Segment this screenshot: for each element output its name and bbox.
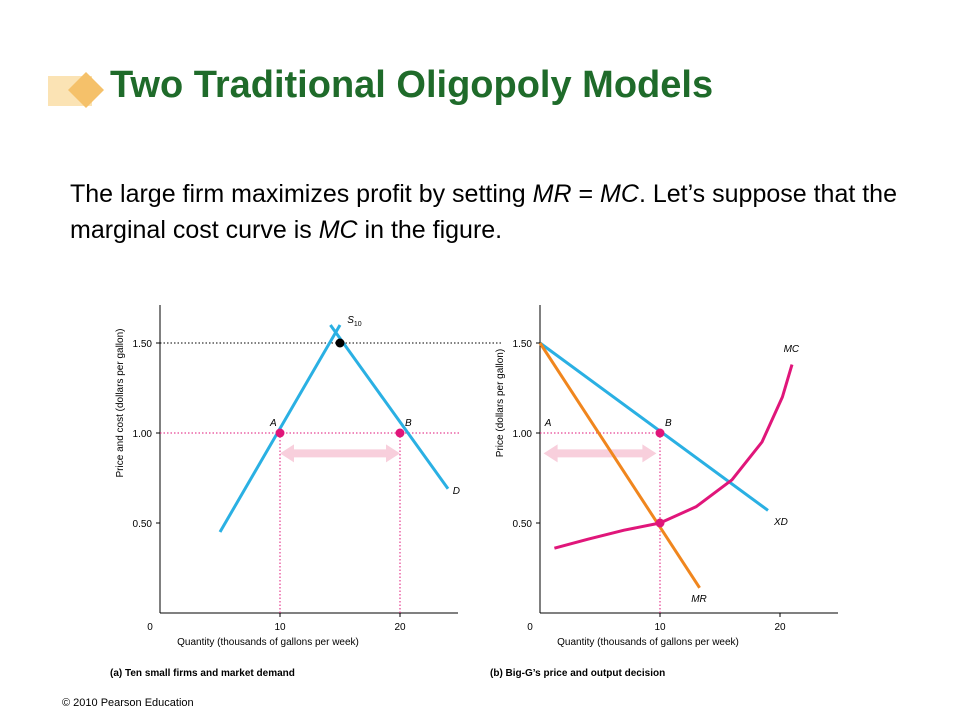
chart-0-series-d (329, 324, 450, 490)
chart-0-point (335, 338, 345, 348)
body-text-italic: MC (318, 216, 358, 244)
slide-title: Two Traditional Oligopoly Models (110, 64, 714, 106)
body-text-italic: MC (600, 180, 639, 208)
chart-0-caption: (a) Ten small firms and market demand (110, 668, 295, 679)
chart-1-point-label: B (665, 418, 672, 429)
chart-1-series-xd (539, 341, 769, 512)
chart-0-y-tick-label: 1.50 (133, 339, 153, 350)
chart-0-x-tick-label: 0 (147, 622, 153, 633)
chart-0-point-label: A (269, 418, 277, 429)
chart-0-double-arrow (280, 444, 400, 463)
body-text: The large firm maximizes profit by setti… (70, 176, 910, 248)
chart-0-x-tick-label: 10 (274, 622, 286, 633)
chart-0-point-a (275, 428, 285, 438)
chart-0-x-axis-title: Quantity (thousands of gallons per week) (177, 637, 359, 648)
chart-1-curve-label-text: MC (784, 344, 800, 355)
copyright-text: © 2010 Pearson Education (62, 697, 194, 709)
chart-1-y-tick-label: 1.00 (513, 429, 533, 440)
chart-0-curve-label: S10 (347, 315, 362, 328)
chart-1-y-tick-label: 1.50 (513, 339, 533, 350)
title-diamond-icon (48, 72, 104, 108)
body-text-part: in the figure. (357, 216, 503, 244)
body-text-part: = (571, 180, 601, 208)
chart-1-series-mc (554, 364, 794, 550)
body-text-part: The large firm maximizes profit by setti… (70, 180, 533, 208)
body-text-part: . Let’s suppose that the marginal cost c… (70, 180, 897, 244)
chart-1-x-tick-label: 20 (774, 622, 786, 633)
chart-1-point-b (655, 428, 665, 438)
chart-1-x-tick-label: 0 (527, 622, 533, 633)
chart-1-curve-label: A (544, 418, 552, 429)
chart-1-x-tick-label: 10 (654, 622, 666, 633)
chart-1-x-axis-title: Quantity (thousands of gallons per week) (557, 637, 739, 648)
chart-1-curve-label: MC (784, 344, 800, 355)
chart-0-x-tick-label: 20 (394, 622, 406, 633)
chart-1-curve-label-text: A (544, 418, 552, 429)
chart-1-curve-label: MR (691, 594, 707, 605)
chart-0-y-tick-label: 0.50 (133, 519, 153, 530)
chart-1-curve-label: XD (773, 517, 788, 528)
chart-1-caption: (b) Big-G’s price and output decision (490, 668, 665, 679)
chart-1-double-arrow (543, 444, 657, 463)
chart-0-y-axis-title: Price and cost (dollars per gallon) (115, 329, 126, 478)
body-text-italic: MR (532, 180, 572, 208)
chart-0-point-b (395, 428, 405, 438)
chart-1-point (655, 518, 665, 528)
chart-1-curve-label-text: MR (691, 594, 707, 605)
chart-1-series-mr (538, 342, 701, 589)
chart-0-point-label: B (405, 418, 412, 429)
chart-1-y-axis-title: Price (dollars per gallon) (495, 349, 506, 457)
chart-0-curve-label: D (453, 486, 460, 497)
chart-0-curve-label-subscript: 10 (354, 321, 362, 328)
chart-1-curve-label-text: XD (773, 517, 788, 528)
chart-1-y-tick-label: 0.50 (513, 519, 533, 530)
chart-0-y-tick-label: 1.00 (133, 429, 153, 440)
chart-0-curve-label-text: D (453, 486, 460, 497)
chart-0-curve-label-text: S (347, 315, 354, 326)
